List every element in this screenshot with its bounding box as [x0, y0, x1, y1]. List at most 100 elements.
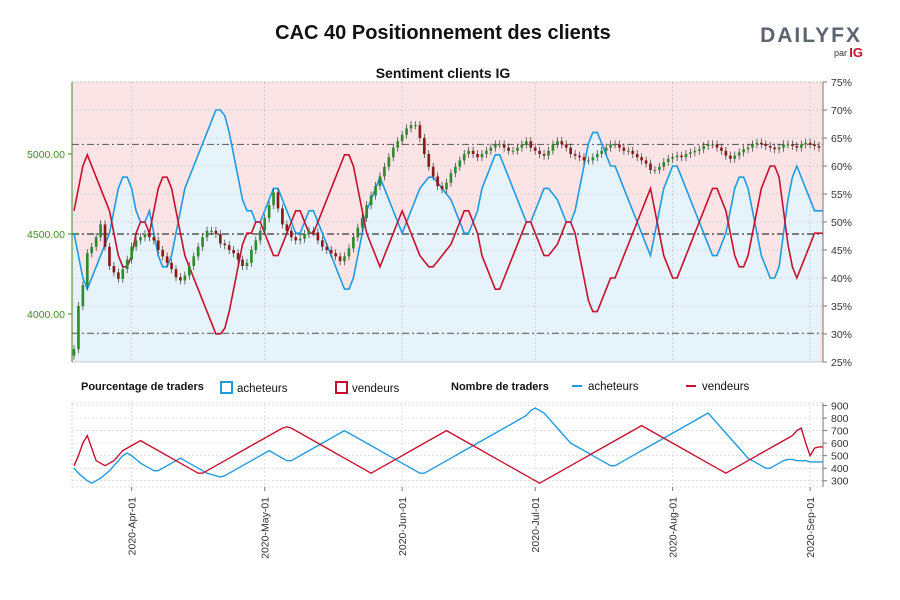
candle-body: [480, 154, 484, 158]
candle-body: [174, 269, 178, 278]
logo-par: par: [833, 48, 847, 58]
candle-body: [489, 147, 493, 151]
candle-body: [440, 186, 444, 190]
candle-body: [791, 144, 794, 146]
candle-body: [139, 237, 142, 241]
count-tick-label: 600: [831, 438, 849, 450]
candle-body: [764, 144, 768, 146]
candle-body: [400, 134, 404, 142]
candle-body: [272, 192, 275, 206]
candle-body: [94, 237, 98, 247]
candle-body: [165, 256, 169, 263]
candle-body: [254, 240, 258, 250]
candle-body: [117, 272, 120, 279]
buyers-line-icon: [572, 385, 582, 387]
candle-body: [462, 154, 466, 161]
candle-body: [817, 146, 821, 148]
buyers-pct-line: [73, 109, 824, 292]
candle-body: [179, 277, 182, 281]
candle-body: [316, 232, 320, 241]
candle-body: [285, 224, 289, 231]
candle-body: [556, 141, 559, 145]
candle-body: [77, 306, 80, 350]
candle-body: [383, 166, 386, 177]
candle-body: [782, 144, 785, 148]
candle-body: [298, 238, 302, 241]
legend-pct-title: Pourcentage de traders: [81, 381, 204, 393]
candle-body: [653, 170, 657, 171]
candle-body: [635, 154, 639, 158]
candle-body: [152, 237, 156, 241]
candle-body: [356, 227, 360, 238]
legend-num-sellers-label: vendeurs: [702, 381, 750, 393]
candle-body: [675, 155, 679, 158]
candle-body: [689, 152, 692, 154]
candle-body: [746, 147, 750, 150]
candle-body: [205, 230, 209, 238]
candle-body: [600, 150, 604, 154]
candle-body: [378, 176, 382, 186]
legend-pct-sellers: vendeurs: [335, 381, 399, 395]
candle-body: [156, 240, 160, 250]
candle-body: [192, 256, 196, 266]
candle-body: [649, 163, 652, 170]
candle-body: [365, 205, 369, 218]
candle-body: [622, 147, 626, 151]
candle-body: [706, 144, 710, 146]
candle-body: [795, 146, 799, 148]
candle-body: [458, 160, 462, 167]
date-tick-label: 2020-Aug-01: [668, 497, 680, 558]
candle-body: [422, 138, 426, 154]
candle-body: [511, 150, 515, 152]
candle-body: [715, 144, 719, 148]
candle-body: [768, 146, 772, 148]
candle-body: [360, 218, 364, 228]
candle-body: [108, 246, 111, 266]
buyers-zone: [74, 110, 824, 362]
candle-body: [693, 150, 697, 153]
date-tick-label: 2020-Jul-01: [530, 497, 542, 553]
candle-body: [449, 173, 453, 183]
candle-body: [569, 147, 572, 154]
legend-num-title-text: Nombre de traders: [451, 381, 549, 393]
candle-body: [666, 158, 670, 162]
date-tick-label: 2020-May-01: [260, 497, 272, 559]
candle-body: [338, 256, 342, 262]
date-tick-label: 2020-Jun-01: [397, 497, 409, 556]
candle-body: [161, 250, 165, 257]
candle-body: [538, 150, 541, 154]
count-tick-label: 900: [831, 401, 849, 413]
pct-tick-label: 50%: [831, 217, 852, 229]
candle-body: [680, 155, 683, 158]
candle-body: [112, 266, 116, 273]
candle-body: [81, 285, 85, 306]
candle-body: [130, 246, 133, 260]
candle-body: [671, 157, 674, 159]
candle-body: [121, 269, 125, 279]
candle-body: [644, 160, 648, 164]
candle-body: [391, 147, 395, 158]
candle-body: [786, 144, 790, 146]
candle-body: [418, 125, 422, 138]
count-tick-label: 400: [831, 463, 849, 475]
candle-body: [587, 160, 590, 162]
date-tick-label: 2020-Apr-01: [127, 497, 139, 556]
candle-body: [631, 150, 635, 154]
price-tick-label: 5000.00: [27, 149, 65, 161]
candle-body: [498, 144, 502, 146]
candle-body: [560, 141, 564, 145]
candle-body: [626, 150, 630, 152]
sellers-count-line: [73, 424, 824, 485]
candle-body: [312, 230, 315, 233]
candle-body: [609, 144, 612, 148]
candle-body: [241, 259, 244, 266]
candle-body: [72, 349, 76, 356]
candle-body: [618, 144, 621, 148]
pct-tick-label: 35%: [831, 301, 852, 313]
legend-num-sellers: vendeurs: [686, 381, 749, 393]
candle-body: [542, 154, 546, 156]
candle-body: [684, 154, 688, 158]
pct-tick-label: 45%: [831, 245, 852, 257]
pct-tick-label: 25%: [831, 357, 852, 369]
candle-body: [347, 248, 351, 257]
